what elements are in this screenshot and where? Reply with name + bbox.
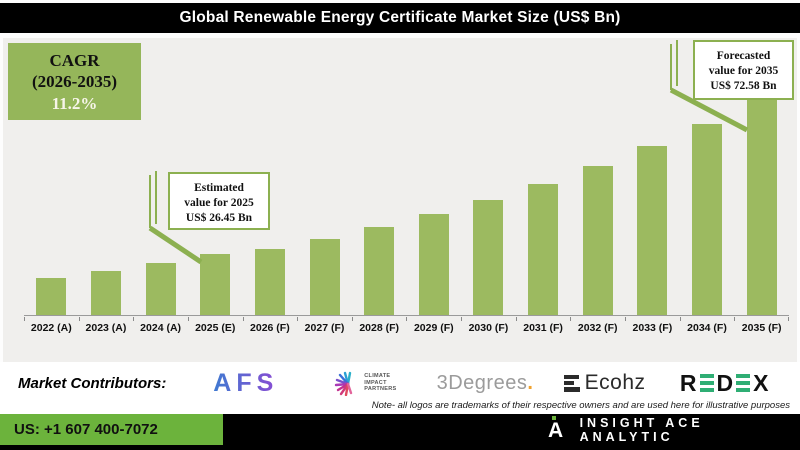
forecasted-2035-callout: Forecasted value for 2035 US$ 72.58 Bn <box>693 40 794 100</box>
bar-2023 (A) <box>90 271 121 315</box>
ecohz-bars-icon <box>563 374 580 392</box>
afs-logo: AFS <box>186 369 306 398</box>
phone-number: US: +1 607 400-7072 <box>0 414 223 445</box>
redex-green-e <box>736 373 751 393</box>
brand-block: A INSIGHT ACE ANALYTIC <box>548 414 800 445</box>
x-axis-label: 2024 (A) <box>133 317 188 334</box>
x-axis-labels: 2022 (A) 2023 (A) 2024 (A) 2025 (E) 2026 (F)… <box>24 317 789 334</box>
forecasted-line3: US$ 72.58 Bn <box>710 80 777 92</box>
estimated-line2: value for 2025 <box>184 197 254 209</box>
insight-ace-logo-icon: A <box>548 415 568 443</box>
estimated-line3: US$ 26.45 Bn <box>185 212 253 224</box>
climate-impact-partners-logo: CLIMATE IMPACT PARTNERS <box>306 370 426 396</box>
x-axis-label: 2025 (E) <box>187 317 243 334</box>
estimated-2025-callout: Estimated value for 2025 US$ 26.45 Bn <box>168 172 270 230</box>
bar-2025 (E) <box>200 254 231 315</box>
bar-2028 (F) <box>364 227 395 315</box>
bar-column <box>734 38 789 315</box>
forecasted-line2: value for 2035 <box>708 65 779 77</box>
bar-column <box>133 38 188 315</box>
forecasted-line1: Forecasted <box>716 50 771 62</box>
bar-2034 (F) <box>692 124 722 315</box>
bar-chart: CAGR (2026-2035) 11.2% 2022 (A) 2023 (A) 2… <box>3 38 797 362</box>
ecohz-logo: Ecohz <box>545 371 665 395</box>
bar-2024 (A) <box>145 263 176 315</box>
bar-2026 (F) <box>254 249 285 315</box>
redex-letter: R <box>679 370 697 396</box>
cagr-label: CAGR <box>49 51 100 70</box>
bar-2027 (F) <box>309 239 340 315</box>
x-axis-label: 2022 (A) <box>24 317 79 334</box>
bar-column <box>625 38 680 315</box>
trademark-note: Note- all logos are trademarks of their … <box>371 400 790 411</box>
market-contributors-label: Market Contributors: <box>18 374 167 392</box>
bar-2030 (F) <box>473 200 504 315</box>
x-axis-label: 2023 (A) <box>78 317 134 334</box>
3degrees-logo-text: 3Degrees <box>436 371 528 394</box>
brand-name: INSIGHT ACE ANALYTIC <box>579 415 704 444</box>
bar-column <box>461 38 516 315</box>
chart-title: Global Renewable Energy Certificate Mark… <box>0 3 800 33</box>
bar-column <box>243 38 298 315</box>
3degrees-logo: 3Degrees. <box>425 372 545 395</box>
cip-line1: CLIMATE <box>364 373 391 380</box>
bar-2022 (A) <box>36 278 67 315</box>
estimated-line1: Estimated <box>194 182 244 194</box>
bar-column <box>297 38 352 315</box>
cagr-value: 11.2% <box>51 94 98 113</box>
bar-2035 (F) <box>746 100 777 315</box>
bar-column <box>516 38 571 315</box>
x-axis-label: 2028 (F) <box>351 317 407 334</box>
pinwheel-icon <box>335 371 353 396</box>
x-axis-label: 2029 (F) <box>406 317 461 334</box>
bar-column <box>680 38 735 315</box>
bar-column <box>570 38 625 315</box>
redex-letter: D <box>716 370 734 396</box>
bar-2029 (F) <box>418 214 449 315</box>
bar-2033 (F) <box>637 146 668 315</box>
x-axis-label: 2033 (F) <box>625 317 680 334</box>
bar-column <box>188 38 243 315</box>
bar-2031 (F) <box>528 184 559 315</box>
cip-line2: IMPACT <box>364 379 387 386</box>
cagr-callout: CAGR (2026-2035) 11.2% <box>8 43 141 120</box>
ecohz-logo-text: Ecohz <box>584 371 646 394</box>
x-axis-label: 2027 (F) <box>297 317 352 334</box>
afs-logo-text: AFS <box>213 368 279 397</box>
market-contributors-band: Market Contributors: AFS <box>0 362 800 414</box>
3degrees-dot: . <box>527 371 534 394</box>
x-axis-label: 2035 (F) <box>734 317 789 334</box>
x-axis-label: 2032 (F) <box>570 317 625 334</box>
bar-column <box>352 38 407 315</box>
bar-column <box>406 38 461 315</box>
cip-line3: PARTNERS <box>364 386 397 393</box>
redex-letter: X <box>753 370 769 396</box>
bars-row <box>24 38 789 316</box>
x-axis-label: 2030 (F) <box>461 317 516 334</box>
x-axis-label: 2026 (F) <box>242 317 298 334</box>
x-axis-label: 2031 (F) <box>515 317 571 334</box>
bar-2032 (F) <box>582 166 613 315</box>
bar-column <box>79 38 134 315</box>
redex-green-e <box>699 373 714 393</box>
footer-bar: US: +1 607 400-7072 A INSIGHT ACE ANALYT… <box>0 414 800 450</box>
bar-column <box>24 38 79 315</box>
x-axis-label: 2034 (F) <box>679 317 735 334</box>
cagr-range: (2026-2035) <box>32 72 117 91</box>
